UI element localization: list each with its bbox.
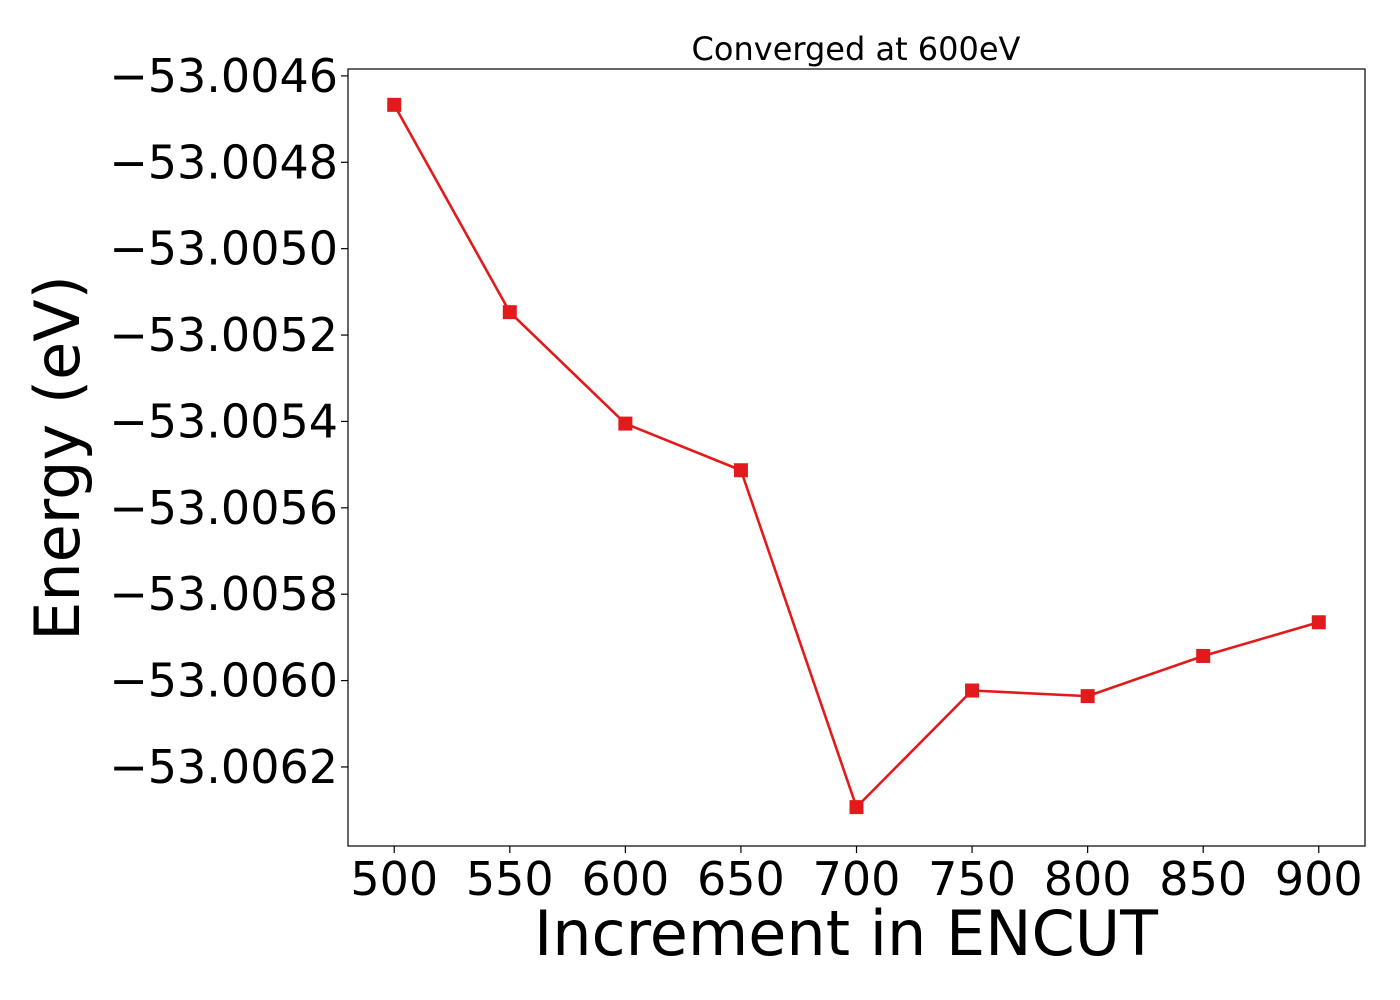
- y-axis: −53.0046 −53.0048 −53.0050 −53.0052 −53.0054…: [109, 49, 348, 794]
- x-tick-label: 550: [466, 852, 554, 906]
- x-tick-label: 650: [697, 852, 785, 906]
- x-tick-label: 850: [1159, 852, 1247, 906]
- y-tick-label: −53.0048: [109, 135, 338, 189]
- y-tick-label: −53.0060: [109, 654, 338, 708]
- x-tick-label: 900: [1275, 852, 1363, 906]
- data-point-marker: [965, 683, 980, 698]
- data-point-marker: [502, 305, 517, 320]
- data-point-marker: [387, 97, 402, 112]
- y-tick-label: −53.0052: [109, 308, 338, 362]
- y-tick-label: −53.0054: [109, 394, 338, 448]
- x-tick-label: 500: [350, 852, 438, 906]
- data-point-marker: [849, 800, 864, 815]
- y-tick-label: −53.0050: [109, 222, 338, 276]
- chart-title: Converged at 600eV: [692, 30, 1021, 68]
- y-tick-label: −53.0062: [109, 740, 338, 794]
- y-tick-label: −53.0056: [109, 481, 338, 535]
- data-point-marker: [618, 416, 633, 431]
- y-tick-label: −53.0058: [109, 567, 338, 621]
- data-point-marker: [1311, 615, 1326, 630]
- x-tick-label: 700: [813, 852, 901, 906]
- x-axis-label: Increment in ENCUT: [534, 897, 1159, 970]
- data-point-marker: [733, 463, 748, 478]
- series-line: [393, 104, 1320, 809]
- y-axis-label: Energy (eV): [21, 275, 94, 641]
- x-tick-label: 600: [581, 852, 669, 906]
- x-axis: 500 550 600 650 700 750 800 850 900: [350, 846, 1363, 906]
- y-tick-label: −53.0046: [109, 49, 338, 103]
- plot-area-frame: [347, 68, 1366, 847]
- data-point-marker: [1080, 689, 1095, 704]
- data-point-marker: [1196, 648, 1211, 663]
- series-layer: [387, 97, 1326, 815]
- x-tick-label: 800: [1044, 852, 1132, 906]
- x-tick-label: 750: [928, 852, 1016, 906]
